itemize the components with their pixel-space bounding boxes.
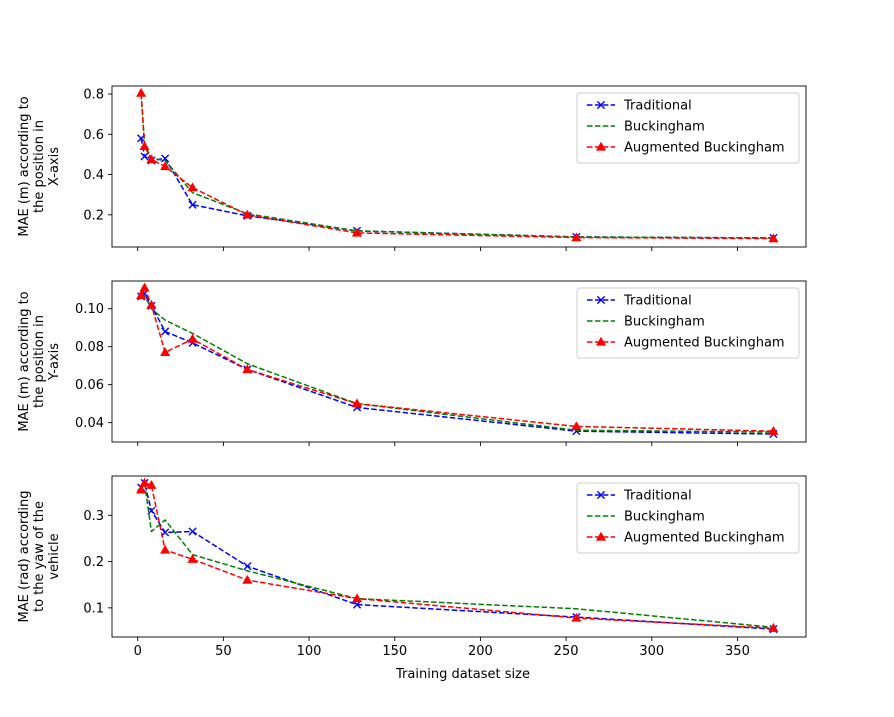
y-tick-label: 0.2 [83,555,104,570]
data-point-traditional [161,154,170,163]
y-axis-label: MAE (m) according to [17,291,32,431]
x-tick-label: 50 [215,644,232,659]
axes-frame [111,85,807,248]
data-point-augmented-buckingham [768,623,779,632]
legend-box [576,482,800,554]
plot-area [136,87,779,243]
y-tick-label: 0.04 [75,416,104,431]
legend: Traditional Buckingham Augmented Buckingha… [576,92,800,164]
data-point-traditional [140,152,149,161]
data-point-augmented-buckingham [146,480,157,489]
data-point-augmented-buckingham [351,227,363,237]
data-point-augmented-buckingham [242,209,253,219]
y-axis-label: to the yaw of the [32,501,47,612]
legend: Traditional Buckingham Augmented Buckingha… [576,287,800,359]
legend-label-buckingham: Buckingham [624,120,705,135]
data-point-augmented-buckingham [187,333,198,343]
data-point-augmented-buckingham [136,290,147,300]
data-point-traditional [188,200,197,209]
y-tick-label: 0.4 [83,168,104,183]
data-point-augmented-buckingham [160,347,171,357]
data-point-traditional [147,506,156,515]
y-tick-label: 0.8 [83,88,104,103]
legend-marker-augmented-buckingham [595,336,607,346]
data-point-augmented-buckingham [571,421,582,431]
subplot-x-axis-mae: 0.2 0.4 0.6 0.8 MAE (m) according to the posi… [17,85,807,251]
axes-frame [111,475,807,638]
legend-label-traditional: Traditional [623,99,692,114]
y-axis-label: Y-axis [47,343,62,381]
data-point-augmented-buckingham [136,484,147,494]
data-point-augmented-buckingham [242,364,253,374]
subplot-yaw-mae: 0 50 100 150 200 250 300 350 0.1 0.2 0.3 MAE (rad) … [17,475,807,682]
axes-frame [111,280,807,443]
plot-area [136,282,779,439]
data-point-augmented-buckingham [146,154,157,164]
y-tick-label: 0.06 [75,378,104,393]
y-tick-label: 0.10 [75,302,104,317]
series-line-augmented-buckingham [140,92,774,240]
y-axis-label: MAE (rad) according [17,491,32,623]
y-tick-label: 0.2 [83,208,104,223]
data-point-augmented-buckingham [136,87,147,97]
legend-marker-traditional [596,295,606,305]
y-axis-label: the position in [32,315,47,408]
legend-label-traditional: Traditional [623,489,692,504]
legend-marker-traditional [596,100,606,110]
data-point-augmented-buckingham [571,232,582,242]
y-axis-label: vehicle [47,533,62,579]
data-point-augmented-buckingham [160,544,171,554]
data-point-augmented-buckingham [139,477,150,487]
x-axis-label: Training dataset size [395,667,530,682]
legend-marker-augmented-buckingham [595,141,607,151]
legend-box [576,92,800,164]
data-point-augmented-buckingham [139,141,150,151]
y-axis-label: X-axis [47,147,62,186]
x-tick-label: 250 [554,644,579,659]
series-line-traditional [140,292,774,435]
legend-label-buckingham: Buckingham [624,510,705,525]
y-axis-label: MAE (m) according to [17,96,32,236]
x-tick-label: 200 [468,644,493,659]
legend-label-augmented-buckingham: Augmented Buckingham [624,531,785,546]
legend-label-augmented-buckingham: Augmented Buckingham [624,336,785,351]
data-point-traditional [243,562,252,571]
legend-label-buckingham: Buckingham [624,315,705,330]
data-point-augmented-buckingham [187,554,198,563]
series-line-buckingham [140,294,774,433]
x-tick-label: 150 [382,644,407,659]
data-point-traditional [161,327,170,336]
legend: Traditional Buckingham Augmented Buckingha… [576,482,800,554]
subplot-y-axis-mae: 0.04 0.06 0.08 0.10 MAE (m) according to the … [17,280,807,446]
x-tick-label: 100 [297,644,322,659]
y-tick-label: 0.1 [83,601,104,616]
data-point-augmented-buckingham [139,282,150,292]
data-point-augmented-buckingham [351,398,363,408]
legend-label-augmented-buckingham: Augmented Buckingham [624,141,785,156]
data-point-augmented-buckingham [242,574,253,584]
data-point-traditional [188,527,197,536]
legend-marker-traditional [596,490,606,500]
y-axis-label: the position in [32,120,47,213]
data-point-augmented-buckingham [571,612,582,622]
plot-area [136,477,779,634]
x-tick-label: 0 [134,644,142,659]
data-point-augmented-buckingham [351,593,363,603]
x-tick-label: 300 [639,644,664,659]
data-point-augmented-buckingham [768,425,779,435]
data-point-augmented-buckingham [187,182,198,192]
legend-box [576,287,800,359]
x-tick-label: 350 [725,644,750,659]
y-tick-label: 0.08 [75,340,104,355]
data-point-augmented-buckingham [160,161,171,171]
y-tick-label: 0.3 [83,509,104,524]
data-point-augmented-buckingham [146,299,157,309]
y-tick-label: 0.6 [83,128,104,143]
legend-marker-augmented-buckingham [595,531,607,541]
data-point-augmented-buckingham [768,233,779,243]
legend-label-traditional: Traditional [623,294,692,309]
data-point-traditional [161,528,170,537]
